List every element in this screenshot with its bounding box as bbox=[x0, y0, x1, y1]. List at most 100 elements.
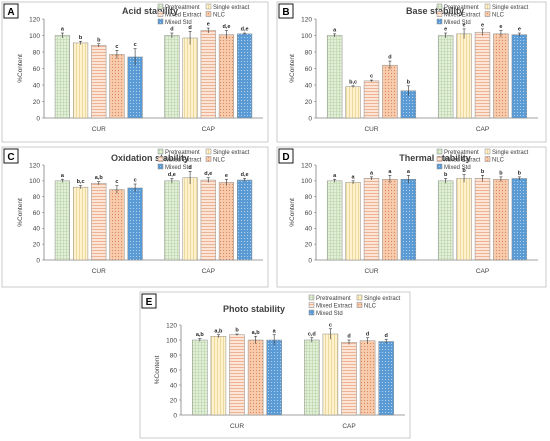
y-tick-label: 0 bbox=[308, 257, 312, 264]
significance-label: c bbox=[115, 44, 118, 50]
y-tick-label: 20 bbox=[305, 99, 313, 106]
panel-letter: E bbox=[146, 297, 153, 308]
legend-label: Pretreatment bbox=[444, 150, 479, 156]
legend-entry: NLC bbox=[484, 11, 505, 19]
significance-label: a bbox=[333, 173, 337, 179]
y-tick-label: 120 bbox=[301, 16, 312, 23]
significance-label: d,e bbox=[204, 171, 212, 177]
legend-label: Mixed Extract bbox=[165, 13, 202, 19]
legend-entry: NLC bbox=[205, 11, 226, 19]
y-axis-label: %Content bbox=[289, 198, 296, 227]
significance-label: a bbox=[61, 173, 65, 179]
chart-title: Acid stability bbox=[122, 6, 178, 16]
y-tick-label: 20 bbox=[170, 397, 178, 404]
legend-swatch bbox=[157, 148, 164, 155]
y-tick-label: 40 bbox=[33, 82, 41, 89]
bar bbox=[91, 45, 107, 119]
legend-swatch bbox=[356, 294, 363, 301]
significance-label: e bbox=[225, 173, 228, 179]
panel-letter-box bbox=[3, 148, 19, 164]
chart-title: Base stability bbox=[406, 6, 464, 16]
x-tick-label: CAP bbox=[476, 268, 489, 275]
panel-letter-box bbox=[278, 148, 294, 164]
y-tick-label: 40 bbox=[170, 382, 178, 389]
bar bbox=[237, 179, 253, 261]
y-tick-label: 20 bbox=[305, 241, 313, 248]
panel-letter-box bbox=[278, 3, 294, 19]
y-tick-label: 100 bbox=[301, 33, 312, 40]
x-tick-label: CAP bbox=[202, 126, 215, 133]
bar bbox=[72, 186, 89, 261]
y-tick-label: 120 bbox=[166, 322, 177, 329]
y-tick-label: 60 bbox=[33, 66, 41, 73]
bar bbox=[218, 34, 235, 119]
panel-border bbox=[276, 1, 547, 143]
legend-label: NLC bbox=[492, 158, 505, 164]
legend-entry: NLC bbox=[484, 156, 505, 164]
legend-swatch bbox=[308, 294, 315, 301]
legend-label: Mixed Std bbox=[316, 311, 343, 317]
legend-entry: Mixed Extract bbox=[308, 302, 353, 310]
y-tick-label: 0 bbox=[308, 115, 312, 122]
bar bbox=[229, 334, 245, 416]
y-tick-label: 80 bbox=[170, 352, 178, 359]
legend-entry: Mixed Std bbox=[436, 163, 471, 171]
y-tick-label: 20 bbox=[33, 99, 41, 106]
bar bbox=[200, 179, 216, 261]
bar bbox=[456, 178, 472, 261]
legend-swatch bbox=[436, 148, 443, 155]
y-tick-label: 100 bbox=[29, 33, 40, 40]
bar bbox=[437, 35, 454, 119]
y-tick-label: 60 bbox=[33, 210, 41, 217]
significance-label: a,b bbox=[196, 332, 205, 338]
y-tick-label: 80 bbox=[33, 194, 41, 201]
legend-entry: Pretreatment bbox=[436, 3, 479, 11]
significance-label: e bbox=[499, 24, 502, 30]
bar bbox=[341, 342, 357, 416]
significance-label: b bbox=[79, 35, 83, 41]
y-tick-label: 120 bbox=[29, 16, 40, 23]
legend-label: Mixed Extract bbox=[316, 304, 353, 310]
panel-border bbox=[139, 291, 411, 439]
chart-title: Oxidation stability bbox=[111, 153, 189, 163]
significance-label: e bbox=[444, 27, 447, 33]
legend-label: Mixed Std bbox=[165, 20, 192, 26]
legend-swatch bbox=[484, 156, 491, 162]
legend-entry: NLC bbox=[356, 302, 377, 310]
y-tick-label: 0 bbox=[36, 115, 40, 122]
bar bbox=[363, 178, 380, 261]
significance-label: c bbox=[370, 74, 373, 80]
y-tick-label: 0 bbox=[36, 257, 40, 264]
y-tick-label: 40 bbox=[305, 82, 313, 89]
panel-letter: B bbox=[282, 7, 289, 18]
significance-label: c,d bbox=[308, 331, 316, 337]
bar bbox=[182, 177, 198, 261]
legend-entry: Single extract bbox=[484, 148, 529, 156]
legend-entry: Pretreatment bbox=[157, 148, 200, 156]
y-axis-label: %Content bbox=[17, 54, 24, 83]
significance-label: d bbox=[388, 55, 391, 61]
significance-label: a bbox=[388, 169, 392, 175]
legend-swatch bbox=[157, 163, 164, 170]
bar bbox=[511, 34, 528, 119]
bar bbox=[200, 30, 216, 119]
legend-entry: Mixed Extract bbox=[157, 156, 202, 164]
bar bbox=[109, 54, 125, 119]
bar bbox=[266, 339, 282, 416]
legend-label: Pretreatment bbox=[165, 150, 200, 156]
legend-label: NLC bbox=[213, 13, 226, 19]
bar bbox=[164, 180, 180, 261]
legend-entry: Mixed Std bbox=[436, 18, 471, 26]
bar bbox=[247, 339, 264, 416]
legend-label: Mixed Extract bbox=[444, 158, 481, 164]
legend-label: NLC bbox=[492, 13, 505, 19]
panel-e: E Photo stability Pretreatment Single extra… bbox=[139, 291, 411, 439]
legend-label: Single extract bbox=[213, 5, 250, 11]
x-tick-label: CUR bbox=[92, 268, 106, 275]
legend-swatch bbox=[436, 3, 443, 10]
legend-entry: Single extract bbox=[484, 3, 529, 11]
bar bbox=[345, 86, 361, 119]
